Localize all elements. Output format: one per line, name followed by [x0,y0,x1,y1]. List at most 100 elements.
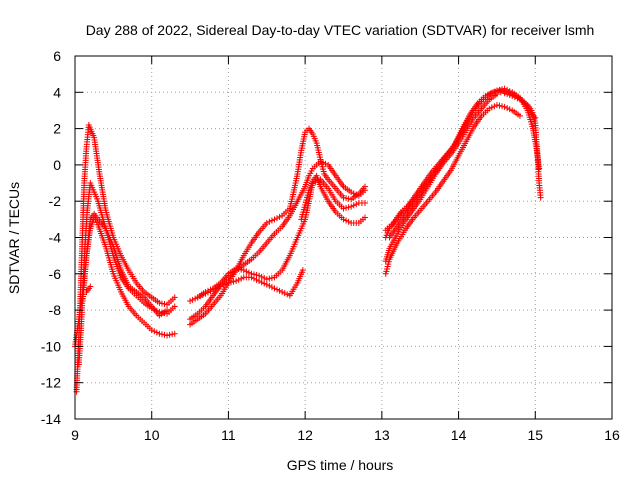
y-tick-label: -8 [49,302,62,318]
data-point [490,89,497,96]
data-point [248,270,255,277]
y-tick-label: 0 [53,157,61,173]
data-points [72,85,544,395]
data-point [505,89,512,96]
sample-marker [507,90,514,97]
sample-marker [238,266,245,273]
data-point [493,102,500,109]
x-tick-label: 9 [71,427,79,443]
sample-marker [500,88,507,95]
y-tick-label: -4 [49,230,62,246]
sample-marker [506,106,513,113]
data-point [233,265,240,272]
x-tick-label: 15 [527,427,543,443]
sample-marker [274,286,281,293]
data-point [340,205,347,212]
data-point [263,281,270,288]
sample-marker [158,300,165,307]
sample-marker [510,91,517,98]
series-trace-15 [386,149,454,241]
sample-marker [268,284,275,291]
sample-marker [230,278,237,285]
series-trace-6 [187,125,368,328]
sample-marker [274,215,281,222]
y-tick-label: -10 [41,338,61,354]
x-tick-label: 12 [297,427,313,443]
data-point [361,187,368,194]
data-point [148,327,155,334]
data-point [202,288,209,295]
data-point [225,279,232,286]
sample-marker [261,280,268,287]
sample-marker [204,287,211,294]
sample-marker [343,195,350,202]
data-point [361,214,368,221]
sample-marker [169,331,176,338]
y-tick-label: -6 [49,266,62,282]
series-trace-5 [83,283,94,295]
sample-marker [350,190,357,197]
data-point [516,112,523,119]
data-point [361,200,368,207]
sample-marker [284,291,291,298]
data-point [156,299,163,306]
data-point [348,203,355,210]
sample-marker [487,90,494,97]
data-point [537,194,544,201]
data-point [171,294,178,301]
chart-title: Day 288 of 2022, Sidereal Day-to-day VTE… [86,22,595,38]
sample-marker [491,103,498,110]
series-trace-4 [72,214,178,350]
data-point [340,194,347,201]
data-point [340,216,347,223]
data-point [532,114,539,121]
sample-marker [343,217,350,224]
data-point [171,303,178,310]
sample-marker [276,287,283,294]
data-point [240,267,247,274]
sample-marker [153,329,160,336]
x-axis-label: GPS time / hours [287,457,394,473]
y-tick-label: 6 [53,48,61,64]
sample-marker [495,88,502,95]
sample-marker [345,195,352,202]
sample-marker [266,282,273,289]
y-tick-label: -2 [49,193,62,209]
data-point [233,278,240,285]
sample-marker [258,279,265,286]
data-point [348,189,355,196]
y-tick-label: -14 [41,411,61,427]
data-point [263,276,270,283]
data-point [536,165,543,172]
sample-marker [161,301,168,308]
data-point [486,91,493,98]
x-tick-label: 16 [604,427,620,443]
sample-marker [161,331,168,338]
y-tick-label: 4 [53,84,61,100]
sample-marker [258,273,265,280]
sample-marker [492,88,499,95]
data-point [171,330,178,337]
sample-marker [488,104,495,111]
sample-marker [245,269,252,276]
data-point [87,283,94,290]
data-point [447,149,454,156]
sample-marker [189,296,196,303]
data-point [279,288,286,295]
sample-marker [345,218,352,225]
x-tick-label: 10 [144,427,160,443]
data-point [256,272,263,279]
sample-marker [268,275,275,282]
sample-marker [151,328,158,335]
sample-marker [207,286,214,293]
grid-lines [75,56,612,419]
sample-marker [238,275,245,282]
data-point [256,278,263,285]
data-point [501,103,508,110]
sample-marker [261,275,268,282]
data-point [497,87,504,94]
series-trace-14 [382,87,539,234]
sample-marker [268,217,275,224]
